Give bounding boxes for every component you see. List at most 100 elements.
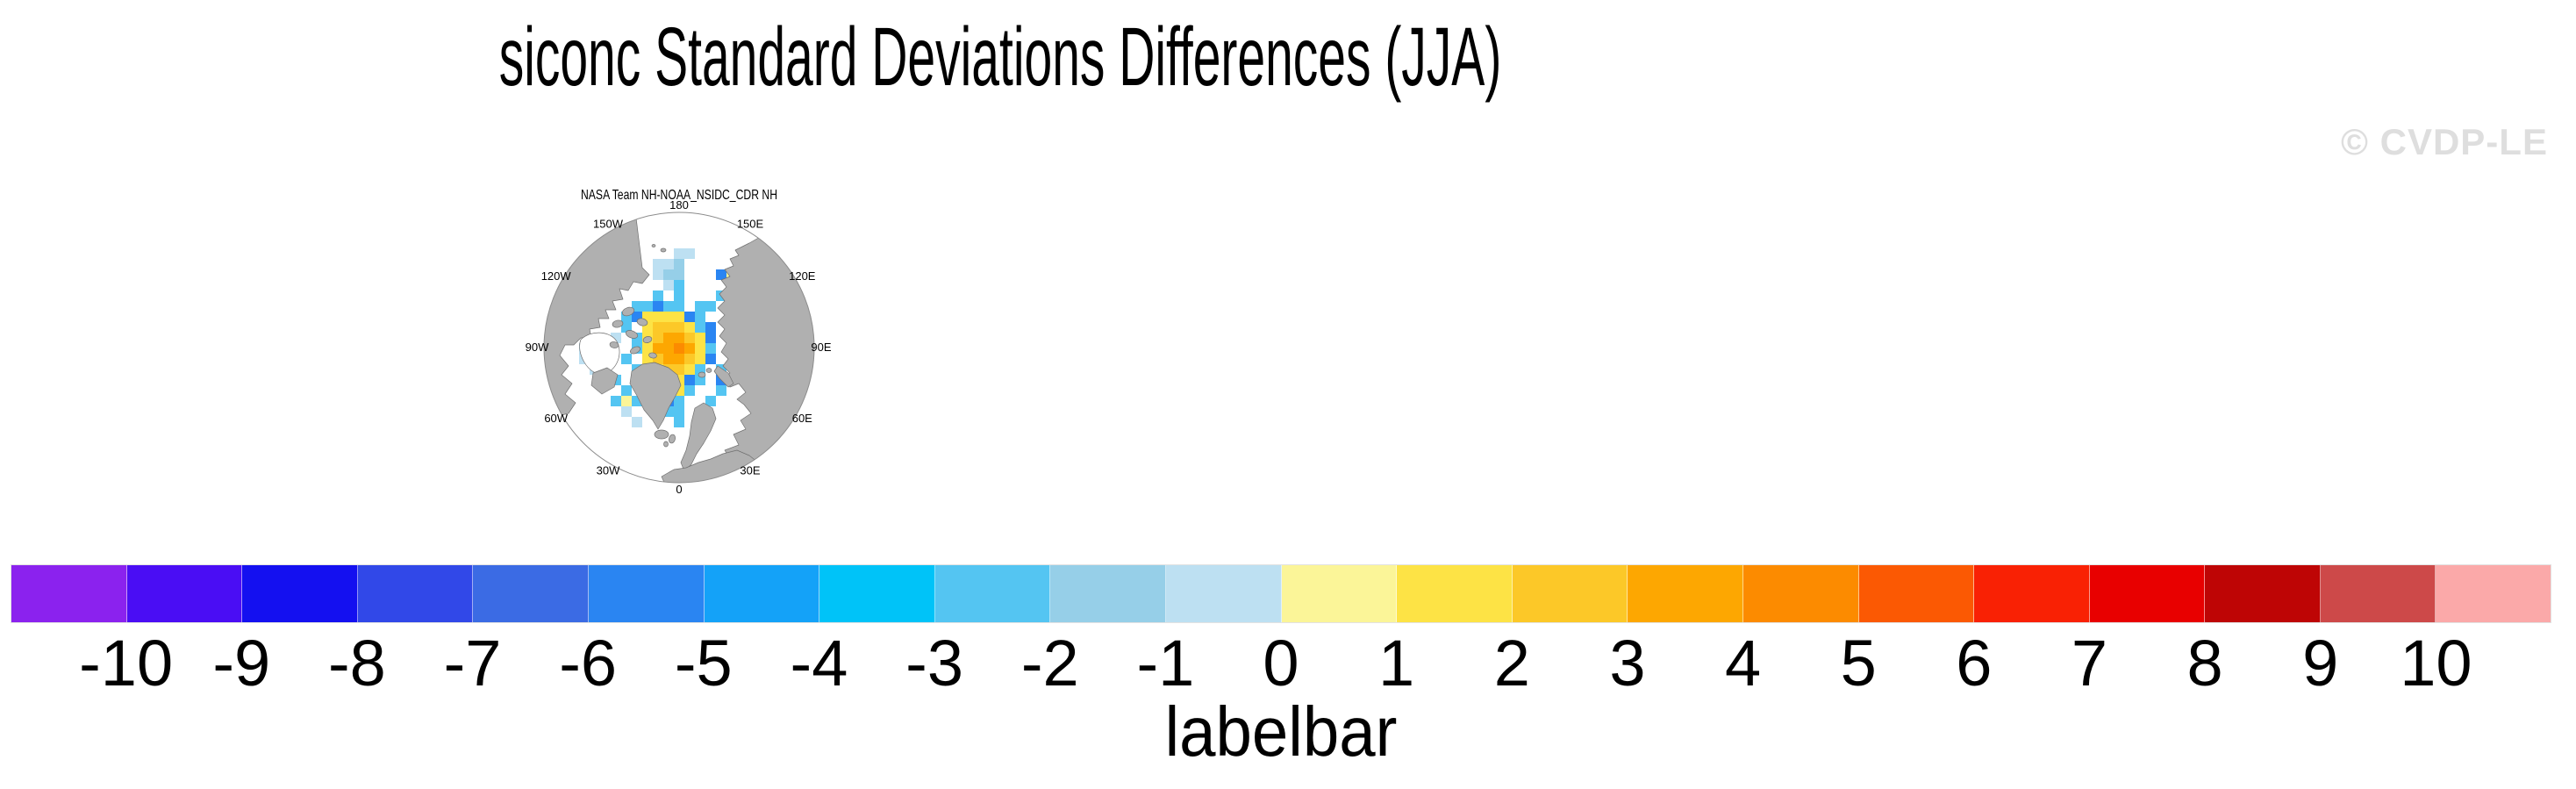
map-data-cell <box>653 269 663 280</box>
map-data-cell <box>705 343 716 354</box>
colorbar-cell <box>2436 565 2551 622</box>
colorbar-tick-label: -6 <box>559 627 618 699</box>
map-data-cell <box>621 385 632 396</box>
colorbar-tick-label: 5 <box>1840 627 1877 699</box>
land-novaya-zemlya <box>713 365 734 388</box>
map-data-cell <box>663 333 674 343</box>
colorbar-cell <box>704 565 820 622</box>
land-europe <box>661 449 759 483</box>
map-data-cell <box>674 312 684 322</box>
land-greenland <box>629 362 682 430</box>
map-data-cell <box>684 248 695 259</box>
wrangel-islands <box>651 244 667 253</box>
colorbar-cell <box>1165 565 1282 622</box>
map-data-cell <box>621 354 632 364</box>
map-data-cell <box>684 322 695 333</box>
map-data-cell <box>705 301 716 312</box>
map-data-cell <box>695 301 705 312</box>
lon-label: 60W <box>544 412 568 425</box>
map-data-cell <box>684 312 695 322</box>
map-data-cell <box>674 396 684 406</box>
map-data-cell <box>674 259 684 269</box>
map-data-cell <box>663 259 674 269</box>
colorbar-cell <box>1512 565 1628 622</box>
colorbar-cell <box>357 565 474 622</box>
map-data-cell <box>653 259 663 269</box>
colorbar-tick-label: 4 <box>1724 627 1762 699</box>
colorbar-cell <box>473 565 589 622</box>
colorbar-cell <box>934 565 1051 622</box>
polar-map: NASA Team NH-NOAA_NSIDC_CDR NH <box>526 188 832 496</box>
map-data-cell <box>653 322 663 333</box>
map-data-cell <box>695 322 705 333</box>
colorbar-cell <box>242 565 358 622</box>
map-data-cell <box>705 322 716 333</box>
colorbar-caption: labelbar <box>1164 692 1398 771</box>
lon-label: 60E <box>792 412 812 425</box>
colorbar-tick-label: -1 <box>1136 627 1195 699</box>
colorbar-cell <box>819 565 935 622</box>
colorbar-cell <box>1397 565 1513 622</box>
lon-label: 120W <box>541 269 572 283</box>
colorbar-tick-label: -10 <box>79 627 174 699</box>
colorbar-cell <box>1858 565 1975 622</box>
map-data-cell <box>684 385 695 396</box>
svalbard-islands <box>698 368 712 378</box>
lon-label: 0 <box>676 483 682 496</box>
map-data-cell <box>663 343 674 354</box>
map-data-cell <box>663 269 674 280</box>
map-data-cell <box>716 385 726 396</box>
lon-label: 90E <box>811 341 831 354</box>
colorbar-cell <box>126 565 243 622</box>
map-data-cell <box>653 312 663 322</box>
map-data-cell <box>663 301 674 312</box>
map-data-cell <box>632 301 642 312</box>
map-data-cell <box>684 333 695 343</box>
colorbar-tick-label: 3 <box>1609 627 1646 699</box>
map-data-cell <box>621 322 632 333</box>
colorbar-tick-label: -8 <box>328 627 386 699</box>
colorbar-tick-label: -5 <box>674 627 733 699</box>
map-data-cell <box>674 280 684 290</box>
map-data-cell <box>621 396 632 406</box>
colorbar-tick-label: 7 <box>2071 627 2108 699</box>
colorbar-cell <box>2089 565 2206 622</box>
map-data-cell <box>684 343 695 354</box>
map-data-cell <box>663 322 674 333</box>
colorbar-cell <box>1628 565 1743 622</box>
lon-labels-layer: 180 150E 120E 90E 60E 30E 0 30W 60W 90W 120W 150W <box>526 198 832 496</box>
map-panel-title: NASA Team NH-NOAA_NSIDC_CDR NH <box>581 188 777 203</box>
page-title: siconc Standard Deviations Differences (… <box>498 11 1502 104</box>
lon-label: 150E <box>737 218 764 231</box>
map-data-cell <box>674 406 684 417</box>
colorbar-tick-label: 0 <box>1263 627 1299 699</box>
map-data-cell <box>653 290 663 301</box>
colorbar-cell <box>11 565 127 622</box>
map-data-cell <box>674 248 684 259</box>
map-data-cell <box>653 333 663 343</box>
map-data-cell <box>684 354 695 364</box>
map-data-cell <box>642 301 653 312</box>
land-iceland <box>654 429 669 440</box>
colorbar-tick-label: -4 <box>790 627 848 699</box>
lon-label: 150W <box>593 218 624 231</box>
map-data-cell <box>674 343 684 354</box>
colorbar-cell <box>1742 565 1859 622</box>
map-data-cell <box>663 354 674 364</box>
map-data-cell <box>611 396 621 406</box>
colorbar-tick-label: 9 <box>2302 627 2339 699</box>
lon-label: 30E <box>740 463 760 477</box>
lon-label: 90W <box>526 341 549 354</box>
colorbar-tick-label: 2 <box>1493 627 1530 699</box>
colorbar-tick-label: 1 <box>1378 627 1415 699</box>
land-baffin-island <box>590 367 619 395</box>
map-data-cell <box>663 280 674 290</box>
arctic-archipelago-islands <box>609 306 657 359</box>
colorbar-tick-label: -3 <box>905 627 963 699</box>
colorbar-tick-label: 10 <box>2400 627 2472 699</box>
map-data-cell <box>705 396 716 406</box>
map-data-cell <box>705 333 716 343</box>
colorbar-cell <box>1050 565 1166 622</box>
map-data-cell <box>632 417 642 427</box>
